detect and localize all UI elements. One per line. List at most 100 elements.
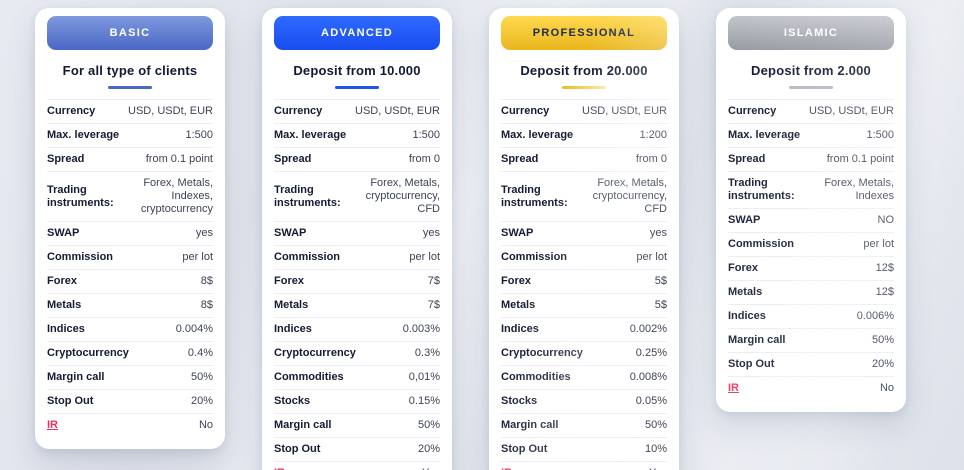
plan-badge: PROFESSIONAL <box>501 16 667 50</box>
spec-label: Indices <box>274 323 312 335</box>
spec-row: Commission per lot <box>728 232 894 256</box>
spec-label: Trading instruments: <box>274 183 341 209</box>
spec-label: Max. leverage <box>728 129 801 141</box>
spec-value: 50% <box>190 371 213 383</box>
spec-row: Currency USD, USDt, EUR <box>728 99 894 123</box>
spec-row: IR Yes <box>501 461 667 470</box>
spec-value: from 0 <box>408 153 440 165</box>
spec-label: Cryptocurrency <box>501 347 583 359</box>
spec-label: SWAP <box>274 227 307 239</box>
spec-value: 5$ <box>654 275 667 287</box>
spec-value: yes <box>422 227 440 239</box>
spec-value: 20% <box>871 358 894 370</box>
spec-row: Commission per lot <box>47 245 213 269</box>
spec-row: Metals 12$ <box>728 280 894 304</box>
spec-row: Spread from 0 <box>501 147 667 171</box>
spec-label: Indices <box>47 323 85 335</box>
spec-row: Stocks 0.05% <box>501 389 667 413</box>
subtitle-accent <box>335 86 379 89</box>
spec-rows: Currency USD, USDt, EUR Max. leverage 1:… <box>274 99 440 470</box>
spec-rows: Currency USD, USDt, EUR Max. leverage 1:… <box>501 99 667 470</box>
spec-label: Stop Out <box>47 395 94 407</box>
spec-row: SWAP NO <box>728 208 894 232</box>
spec-row: Metals 5$ <box>501 293 667 317</box>
spec-value: yes <box>195 227 213 239</box>
spec-label: Trading instruments: <box>501 183 568 209</box>
spec-label: Forex <box>501 275 531 287</box>
spec-value: Yes <box>518 467 667 470</box>
spec-value: 5$ <box>654 299 667 311</box>
card-subtitle: Deposit from 10.000 <box>293 63 421 78</box>
spec-row: Trading instruments: Forex, Metals, cryp… <box>501 171 667 221</box>
ir-link[interactable]: IR <box>501 467 518 470</box>
spec-value: 0.002% <box>629 323 667 335</box>
spec-label: Commission <box>728 238 795 250</box>
spec-value: Forex, Metals, cryptocurrency, CFD <box>592 177 667 215</box>
spec-value: 0,01% <box>408 371 440 383</box>
spec-row: Indices 0.003% <box>274 317 440 341</box>
spec-row: Max. leverage 1:200 <box>501 123 667 147</box>
spec-value: 0.004% <box>175 323 213 335</box>
spec-row: Trading instruments: Forex, Metals, Inde… <box>47 171 213 221</box>
spec-value: USD, USDt, EUR <box>355 105 440 117</box>
spec-row: SWAP yes <box>274 221 440 245</box>
spec-row: Currency USD, USDt, EUR <box>501 99 667 123</box>
spec-row: Forex 8$ <box>47 269 213 293</box>
spec-row: Commission per lot <box>501 245 667 269</box>
spec-value: 7$ <box>427 275 440 287</box>
spec-row: Metals 7$ <box>274 293 440 317</box>
spec-value: per lot <box>409 251 440 263</box>
spec-label: Spread <box>728 153 766 165</box>
spec-value: 50% <box>417 419 440 431</box>
spec-row: Spread from 0 <box>274 147 440 171</box>
spec-row: Trading instruments: Forex, Metals, Inde… <box>728 171 894 208</box>
spec-value: 1:500 <box>412 129 440 141</box>
card-subtitle: Deposit from 2.000 <box>751 63 871 78</box>
spec-label: Forex <box>274 275 304 287</box>
spec-value: per lot <box>863 238 894 250</box>
spec-row: Cryptocurrency 0.25% <box>501 341 667 365</box>
spec-row: SWAP yes <box>47 221 213 245</box>
spec-label: Stop Out <box>728 358 775 370</box>
spec-rows: Currency USD, USDt, EUR Max. leverage 1:… <box>728 99 894 400</box>
spec-row: Indices 0.004% <box>47 317 213 341</box>
ir-link[interactable]: IR <box>274 467 291 470</box>
spec-label: Cryptocurrency <box>274 347 356 359</box>
spec-row: IR Yes <box>274 461 440 470</box>
spec-value: 12$ <box>875 262 894 274</box>
spec-value: 0.05% <box>635 395 667 407</box>
spec-label: Cryptocurrency <box>47 347 129 359</box>
spec-label: Stop Out <box>274 443 321 455</box>
spec-value: 50% <box>644 419 667 431</box>
spec-row: Stop Out 20% <box>274 437 440 461</box>
spec-label: Max. leverage <box>274 129 347 141</box>
spec-label: Spread <box>501 153 539 165</box>
spec-value: per lot <box>636 251 667 263</box>
ir-link[interactable]: IR <box>47 419 58 431</box>
spec-value: NO <box>877 214 895 226</box>
spec-label: Margin call <box>47 371 105 383</box>
spec-row: Stop Out 20% <box>728 352 894 376</box>
spec-row: Forex 5$ <box>501 269 667 293</box>
spec-label: Forex <box>47 275 77 287</box>
plan-card-advanced: ADVANCED Deposit from 10.000 Currency US… <box>262 8 452 470</box>
spec-value: 7$ <box>427 299 440 311</box>
spec-label: Margin call <box>274 419 332 431</box>
spec-value: 0.15% <box>408 395 440 407</box>
spec-value: 0.003% <box>402 323 440 335</box>
spec-row: IR No <box>728 376 894 400</box>
spec-value: 1:500 <box>185 129 213 141</box>
spec-value: No <box>198 419 213 431</box>
spec-row: Spread from 0.1 point <box>728 147 894 171</box>
card-subtitle: For all type of clients <box>62 63 198 78</box>
spec-label: Currency <box>274 105 323 117</box>
spec-label: Spread <box>274 153 312 165</box>
ir-link[interactable]: IR <box>728 382 739 394</box>
spec-label: Currency <box>501 105 550 117</box>
spec-label: Trading instruments: <box>47 183 114 209</box>
spec-value: 0.4% <box>187 347 213 359</box>
spec-value: 50% <box>871 334 894 346</box>
spec-label: Indices <box>728 310 766 322</box>
spec-row: Stocks 0.15% <box>274 389 440 413</box>
plan-card-basic: BASIC For all type of clients Currency U… <box>35 8 225 449</box>
